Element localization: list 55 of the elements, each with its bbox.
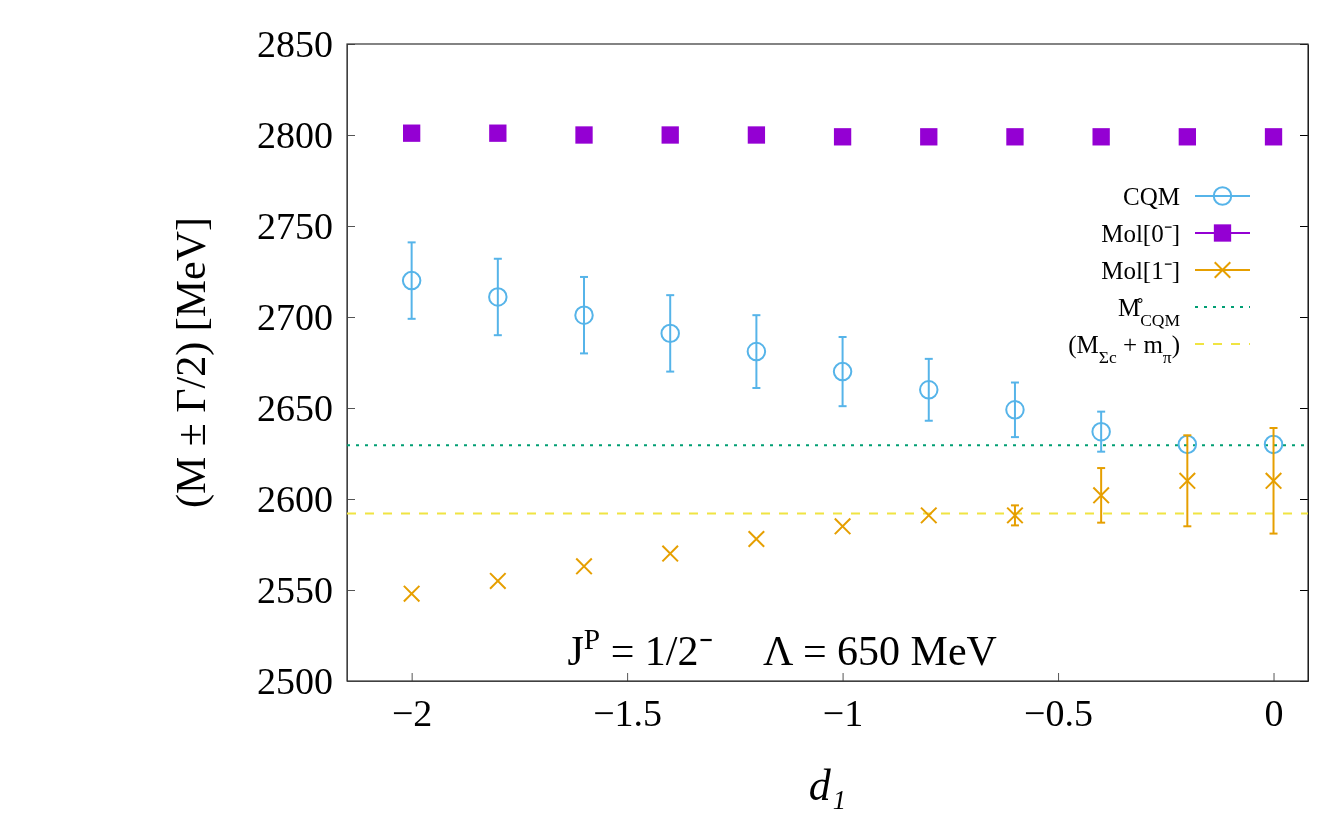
point <box>661 126 679 144</box>
point <box>747 126 766 144</box>
point <box>747 530 766 548</box>
point <box>1092 128 1110 146</box>
x-tick-label: −2 <box>391 691 433 734</box>
legend-label: CQM <box>1123 183 1180 210</box>
point <box>574 305 594 325</box>
y-tick-label: 2700 <box>257 295 333 338</box>
point <box>1006 128 1024 146</box>
point <box>1264 128 1283 146</box>
point <box>575 126 593 144</box>
legend-label: M̊$_{CQM}$ <box>1117 294 1181 330</box>
y-tick-label: 2850 <box>257 22 333 65</box>
point <box>402 584 421 603</box>
y-tick-label: 2750 <box>257 204 333 247</box>
point <box>919 506 938 525</box>
x-tick-label: −1 <box>822 691 864 734</box>
point <box>488 287 508 307</box>
y-tick-label: 2650 <box>257 386 333 429</box>
legend-label: Mol[0⁻] <box>1101 220 1180 247</box>
point <box>1092 486 1110 505</box>
point <box>832 361 853 382</box>
x-tick-label: −0.5 <box>1024 691 1094 734</box>
point <box>1263 434 1284 455</box>
point <box>661 544 679 563</box>
point <box>1178 472 1197 490</box>
point <box>402 124 421 142</box>
point <box>1006 506 1024 525</box>
x-tick-label: −1.5 <box>593 691 663 734</box>
y-tick-label: 2800 <box>257 113 333 156</box>
y-tick-label: 2500 <box>257 659 333 702</box>
point <box>489 572 507 590</box>
y-tick-label: 2600 <box>257 477 333 520</box>
x-axis-title: d₁ <box>808 761 847 810</box>
point <box>489 124 507 142</box>
legend-label: (M$_{Σc}$ + m$_{π}$) <box>1068 331 1180 367</box>
point <box>1091 421 1111 442</box>
point <box>401 270 422 291</box>
point <box>575 557 593 576</box>
point <box>1178 128 1196 146</box>
y-axis-title: (M ± Γ/2) [MeV] <box>168 216 215 509</box>
point <box>920 128 938 146</box>
point <box>1005 400 1025 420</box>
legend-label: Mol[1⁻] <box>1101 257 1180 284</box>
y-tick-label: 2550 <box>257 568 333 611</box>
point <box>660 323 680 344</box>
point <box>1264 472 1283 490</box>
annotation: Λ = 650 MeV <box>763 628 997 674</box>
annotation: J$^{P}$ = 1/2⁻ <box>567 623 713 674</box>
point <box>746 341 767 362</box>
point <box>833 517 852 536</box>
x-tick-label: 0 <box>1264 691 1284 734</box>
point <box>1177 434 1198 455</box>
point <box>833 128 852 146</box>
point <box>919 380 939 400</box>
